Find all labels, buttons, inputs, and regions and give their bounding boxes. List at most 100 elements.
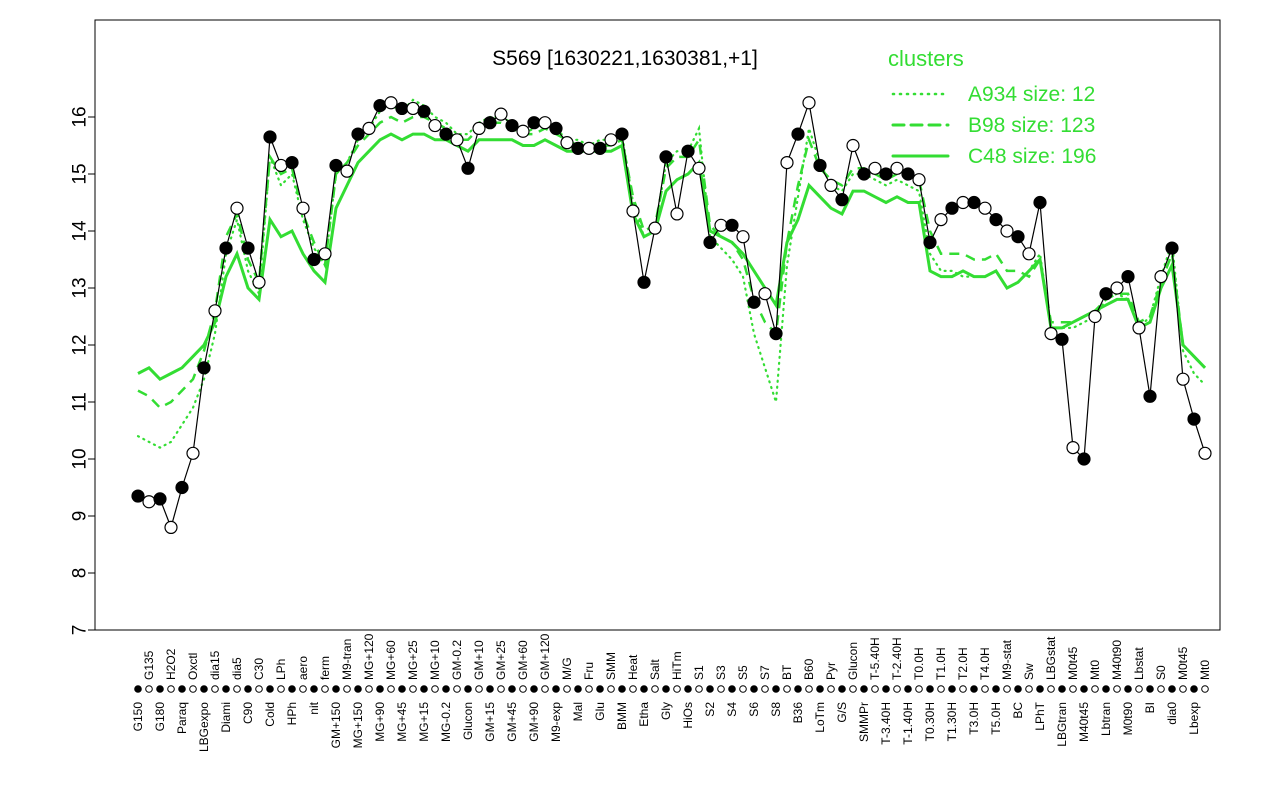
x-tick-label: SMM xyxy=(604,652,618,680)
x-tick-label: LBGstat xyxy=(1044,636,1058,680)
x-tick-label: T-3.40H xyxy=(879,702,893,745)
x-tick-label: G180 xyxy=(153,702,167,732)
x-rug-dot xyxy=(431,685,439,693)
x-tick-label: BMM xyxy=(615,702,629,730)
x-rug-dot xyxy=(178,685,186,693)
x-rug-dot xyxy=(255,685,263,693)
data-point xyxy=(1022,247,1036,261)
x-rug-dot xyxy=(288,685,296,693)
x-rug-dot xyxy=(684,685,692,693)
x-rug-dot xyxy=(332,685,340,693)
x-tick-label: BT xyxy=(780,664,794,680)
y-tick-label: 9 xyxy=(70,511,91,522)
x-tick-label: LBGexpo xyxy=(197,702,211,752)
x-tick-label: T5.0H xyxy=(989,702,1003,735)
data-point xyxy=(681,144,695,158)
x-tick-label: HiTm xyxy=(670,651,684,680)
x-tick-label: Glucon xyxy=(461,702,475,740)
x-rug-dot xyxy=(739,685,747,693)
x-rug-dot xyxy=(607,685,615,693)
x-rug-dot xyxy=(1179,685,1187,693)
x-rug-dot xyxy=(1146,685,1154,693)
x-rug-dot xyxy=(1091,685,1099,693)
x-tick-label: T-1.40H xyxy=(901,702,915,745)
x-rug-dot xyxy=(1014,685,1022,693)
x-rug-dot xyxy=(1036,685,1044,693)
x-rug-dot xyxy=(596,685,604,693)
x-tick-label: Sw xyxy=(1022,663,1036,680)
x-tick-label: GM+10 xyxy=(472,640,486,680)
legend-entry: B98 size: 123 xyxy=(968,114,1095,137)
x-tick-label: Glu xyxy=(593,702,607,721)
data-point xyxy=(439,127,453,141)
data-point xyxy=(868,161,882,175)
x-tick-label: T1.0H xyxy=(934,647,948,680)
plot-frame xyxy=(94,19,1221,631)
x-rug-dot xyxy=(1201,685,1209,693)
x-rug-dot xyxy=(563,685,571,693)
x-rug-dot xyxy=(189,685,197,693)
x-rug-dot xyxy=(530,685,538,693)
x-tick-label: BC xyxy=(1011,702,1025,719)
x-tick-label: M9-tran xyxy=(340,639,354,680)
data-point xyxy=(164,520,178,535)
x-rug-dot xyxy=(871,685,879,693)
x-tick-label: GM+15 xyxy=(483,702,497,742)
x-tick-label: MG+120 xyxy=(362,633,376,680)
x-tick-label: G150 xyxy=(131,702,145,732)
data-point xyxy=(703,235,717,249)
data-point xyxy=(890,161,904,175)
x-rug-dot xyxy=(266,685,274,693)
data-point xyxy=(945,201,959,215)
x-tick-label: S8 xyxy=(769,702,783,717)
x-rug-dot xyxy=(651,685,659,693)
x-rug-dot xyxy=(761,685,769,693)
x-tick-label: B36 xyxy=(791,702,805,724)
data-point xyxy=(615,127,629,141)
x-rug-dot xyxy=(882,685,890,693)
data-point xyxy=(1044,327,1058,341)
data-point xyxy=(362,121,376,135)
data-point xyxy=(263,130,277,144)
data-point xyxy=(791,127,805,141)
x-rug-dot xyxy=(233,685,241,693)
x-rug-dot xyxy=(772,685,780,693)
x-tick-label: M0t45 xyxy=(1066,646,1080,680)
x-tick-label: dia5 xyxy=(230,657,244,680)
x-rug-dot xyxy=(948,685,956,693)
x-rug-dot xyxy=(574,685,582,693)
data-point xyxy=(340,164,354,178)
x-tick-label: LBGtran xyxy=(1055,702,1069,747)
x-rug-dot xyxy=(1047,685,1055,693)
x-rug-dot xyxy=(981,685,989,693)
data-point xyxy=(1088,309,1102,324)
x-tick-label: Oxctl xyxy=(186,653,200,680)
x-tick-label: G135 xyxy=(142,650,156,680)
data-point xyxy=(725,218,739,232)
x-rug-dot xyxy=(695,685,703,693)
data-point xyxy=(1077,452,1091,466)
x-tick-label: MG+45 xyxy=(395,702,409,742)
x-rug-dot xyxy=(464,685,472,693)
y-tick-label: 7 xyxy=(70,625,91,636)
data-point xyxy=(1121,270,1135,284)
data-point xyxy=(351,127,365,141)
x-tick-label: Heat xyxy=(626,654,640,680)
data-point xyxy=(956,195,970,210)
x-tick-label: GM+60 xyxy=(516,640,530,680)
x-rug-dot xyxy=(959,685,967,693)
x-tick-label: Fru xyxy=(582,662,596,680)
y-tick-label: 12 xyxy=(70,334,91,355)
x-tick-label: dia15 xyxy=(208,650,222,680)
x-tick-label: T-5.40H xyxy=(868,637,882,680)
x-rug-dot xyxy=(618,685,626,693)
x-tick-label: HiOs xyxy=(681,702,695,729)
x-tick-label: T0.0H xyxy=(912,647,926,680)
x-rug-dot xyxy=(277,685,285,693)
legend-entry: A934 size: 12 xyxy=(968,83,1095,106)
data-point xyxy=(879,167,893,181)
data-point xyxy=(967,195,981,210)
x-rug-dot xyxy=(750,685,758,693)
data-point xyxy=(384,96,398,110)
